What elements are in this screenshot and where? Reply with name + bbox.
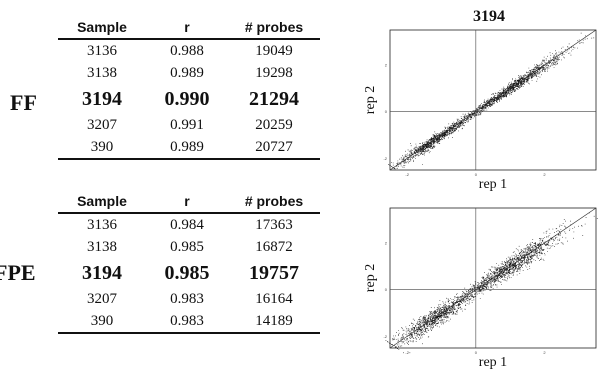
y-tick-label: 0: [385, 287, 388, 292]
cell-r: 0.989: [146, 136, 228, 160]
x-tick-label: 0: [475, 350, 478, 355]
scatter-plot-fpe: -2 0 2 -2 0 2 rep 1 rep 2: [363, 207, 598, 370]
group-label-ff: FF: [10, 90, 37, 115]
x-axis-label: rep 1: [479, 177, 507, 192]
y-tick-label: 2: [385, 63, 388, 68]
cell-sample: 3194: [82, 261, 122, 284]
scatter-point-cloud: [385, 212, 598, 354]
cell-sample: 3138: [87, 64, 117, 81]
y-tick-label: -2: [383, 334, 387, 339]
cell-probes: 17363: [255, 216, 293, 233]
y-tick-label: 0: [385, 109, 388, 114]
y-axis-label: rep 2: [363, 86, 378, 114]
column-header-sample: Sample: [58, 190, 146, 214]
cell-probes: 14189: [228, 310, 320, 334]
cell-probes: 19049: [255, 42, 293, 59]
cell-r: 0.990: [164, 87, 210, 110]
cell-r: 0.985: [170, 238, 204, 255]
plot-frame: [389, 207, 597, 349]
column-header-sample: Sample: [58, 16, 146, 40]
column-header-probes: # probes: [228, 190, 320, 214]
table-row-highlighted: 3194 0.990 21294: [58, 84, 320, 114]
cell-r: 0.985: [164, 261, 210, 284]
identity-line: [389, 29, 597, 171]
cell-r: 0.988: [170, 42, 204, 59]
scatter-plot-ff: -2 0 2 -2 0 2 rep 1 rep 2: [363, 29, 597, 192]
table-header-row: Sample r # probes: [58, 16, 320, 40]
x-tick-label: 0: [475, 172, 478, 177]
x-tick-label: -2: [405, 172, 409, 177]
cell-sample: 3136: [87, 42, 117, 59]
table-row: 390 0.983 14189: [58, 310, 320, 334]
cell-sample: 3207: [87, 290, 117, 307]
cell-sample: 3138: [87, 238, 117, 255]
cell-sample: 390: [58, 136, 146, 160]
cell-probes: 19757: [249, 261, 299, 284]
cell-probes: 16872: [255, 238, 293, 255]
cell-r: 0.989: [170, 64, 204, 81]
cell-r: 0.983: [170, 290, 204, 307]
y-tick-label: -2: [383, 156, 387, 161]
x-tick-label: 2: [543, 350, 546, 355]
table-row: 3136 0.984 17363: [58, 213, 320, 236]
group-label-fpe: FPE: [0, 260, 36, 285]
table-row: 390 0.989 20727: [58, 136, 320, 160]
column-header-r: r: [146, 16, 228, 40]
table-row: 3138 0.989 19298: [58, 62, 320, 84]
cell-r: 0.984: [170, 216, 204, 233]
identity-line: [389, 207, 597, 349]
table-header-row: Sample r # probes: [58, 190, 320, 214]
y-axis-label: rep 2: [363, 264, 378, 292]
column-header-r: r: [146, 190, 228, 214]
table-row: 3136 0.988 19049: [58, 39, 320, 62]
x-tick-label: -2: [405, 350, 409, 355]
table-row: 3207 0.991 20259: [58, 114, 320, 136]
correlation-table-ff: Sample r # probes 3136 0.988 19049 3138 …: [58, 16, 320, 160]
table-row-highlighted: 3194 0.985 19757: [58, 258, 320, 288]
plot-title-ff: 3194: [473, 8, 505, 25]
cell-sample: 3136: [87, 216, 117, 233]
y-tick-label: 2: [385, 241, 388, 246]
plot-frame: [389, 29, 597, 171]
cell-probes: 20259: [255, 116, 293, 133]
cell-sample: 3207: [87, 116, 117, 133]
cell-r: 0.991: [170, 116, 204, 133]
cell-r: 0.983: [146, 310, 228, 334]
table-row: 3138 0.985 16872: [58, 236, 320, 258]
cell-probes: 19298: [255, 64, 293, 81]
correlation-table-fpe: Sample r # probes 3136 0.984 17363 3138 …: [58, 190, 320, 334]
cell-probes: 20727: [228, 136, 320, 160]
table-row: 3207 0.983 16164: [58, 288, 320, 310]
scatter-points: [388, 32, 595, 170]
cell-probes: 21294: [249, 87, 299, 110]
cell-probes: 16164: [255, 290, 293, 307]
scatter-points: [385, 212, 598, 354]
x-tick-label: 2: [543, 172, 546, 177]
cell-sample: 390: [58, 310, 146, 334]
x-axis-label: rep 1: [479, 355, 507, 370]
column-header-probes: # probes: [228, 16, 320, 40]
scatter-point-cloud: [388, 32, 595, 170]
cell-sample: 3194: [82, 87, 122, 110]
